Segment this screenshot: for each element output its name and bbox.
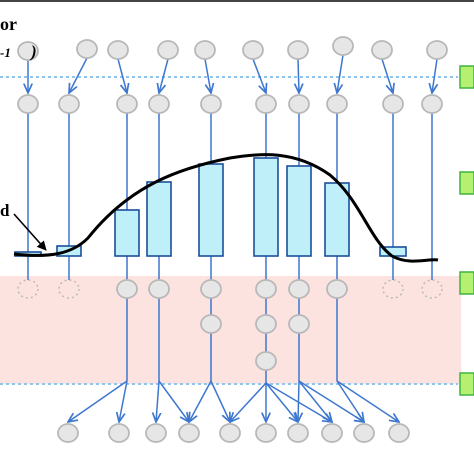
input-arrow <box>159 58 169 93</box>
output-node <box>145 423 167 443</box>
top-node <box>17 41 39 61</box>
output-arrow <box>298 380 299 422</box>
input-arrow <box>117 58 127 93</box>
output-node <box>388 423 410 443</box>
top-node <box>426 40 448 60</box>
band-node <box>421 279 443 299</box>
output-arrow <box>189 380 212 422</box>
output-arrow <box>336 380 364 422</box>
output-node <box>178 423 200 443</box>
output-arrow <box>298 380 364 422</box>
top-left-paren: ) <box>29 42 37 61</box>
bars-group <box>14 157 407 257</box>
output-node <box>287 423 309 443</box>
output-arrow <box>156 380 159 422</box>
input-arrow <box>298 58 299 93</box>
band-node <box>58 279 80 299</box>
output-arrow <box>336 380 399 422</box>
hidden-node <box>58 94 80 114</box>
hidden-node <box>288 94 310 114</box>
top-node <box>157 40 179 60</box>
hidden-node <box>255 94 277 114</box>
output-node <box>57 423 79 443</box>
pointer-arrow <box>13 213 47 251</box>
band-node <box>255 314 277 334</box>
top-node <box>242 40 264 60</box>
bar <box>324 182 350 257</box>
side-marker-2 <box>459 171 474 195</box>
top-left-subscript: -1 <box>0 45 11 60</box>
output-arrow <box>210 380 230 422</box>
top-node <box>287 40 309 60</box>
band-node <box>255 351 277 371</box>
output-node <box>353 423 375 443</box>
band-node <box>148 279 170 299</box>
shaded-band <box>0 276 461 384</box>
input-arrow <box>381 58 393 93</box>
side-marker-3 <box>459 271 474 295</box>
output-arrow <box>158 380 189 422</box>
input-arrow <box>252 58 266 93</box>
bar <box>198 163 224 257</box>
top-node <box>371 40 393 60</box>
output-arrow <box>68 380 128 422</box>
top-node <box>332 36 354 56</box>
input-arrow <box>337 54 344 93</box>
output-node <box>321 423 343 443</box>
bar <box>286 165 312 257</box>
output-node <box>255 423 277 443</box>
bar <box>146 181 172 257</box>
side-markers <box>459 65 474 396</box>
band-node <box>288 279 310 299</box>
input-arrow <box>204 58 211 93</box>
hidden-node <box>382 94 404 114</box>
output-node <box>108 423 130 443</box>
top-left-label: or <box>0 14 17 34</box>
top-node <box>107 40 129 60</box>
top-node <box>194 40 216 60</box>
hidden-node <box>200 94 222 114</box>
band-node <box>326 279 348 299</box>
network-nodes <box>17 36 448 443</box>
hidden-node <box>17 94 39 114</box>
side-marker-1 <box>459 65 474 89</box>
top-node <box>76 39 98 59</box>
hidden-node <box>421 94 443 114</box>
top-border <box>0 0 474 2</box>
input-arrow <box>432 58 437 93</box>
band-node <box>255 279 277 299</box>
hidden-node <box>326 94 348 114</box>
band-node <box>200 314 222 334</box>
band-node <box>116 279 138 299</box>
output-arrow <box>265 382 298 422</box>
bar <box>114 209 140 257</box>
output-arrow <box>230 382 267 422</box>
envelope-curve <box>13 153 439 263</box>
output-arrow <box>298 380 332 422</box>
output-arrow <box>119 380 128 422</box>
hidden-node <box>116 94 138 114</box>
band-node <box>200 279 222 299</box>
side-marker-4 <box>459 372 474 396</box>
bar <box>253 157 279 257</box>
band-node <box>382 279 404 299</box>
hidden-node <box>148 94 170 114</box>
band-node <box>288 314 310 334</box>
output-node <box>219 423 241 443</box>
band-node <box>17 279 39 299</box>
left-marker-label: d <box>0 201 10 220</box>
input-arrow <box>69 57 88 93</box>
